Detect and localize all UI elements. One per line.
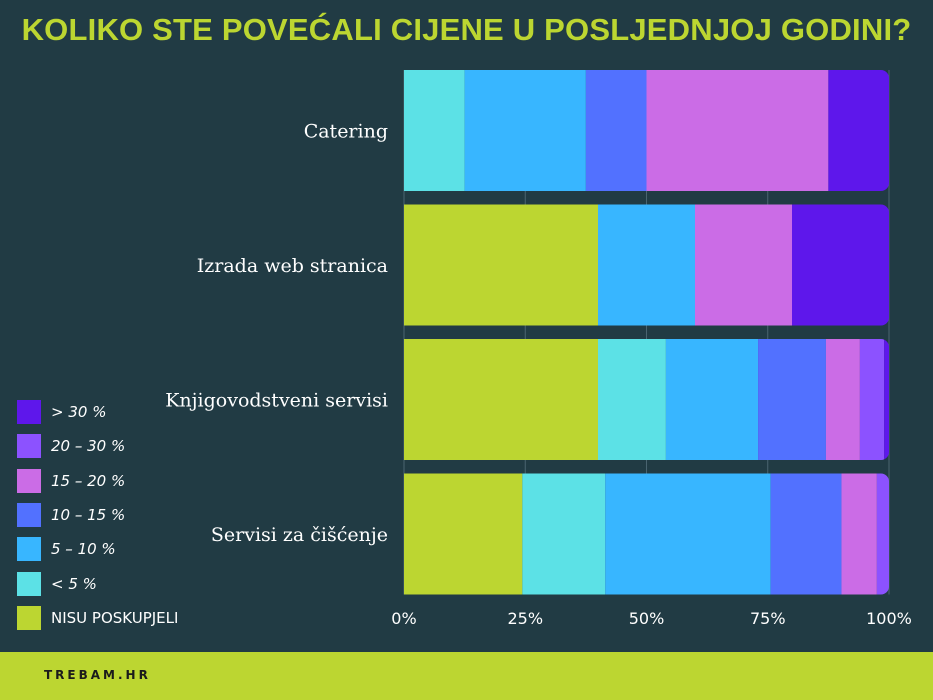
legend-swatch [17, 434, 41, 459]
bar-segment [646, 70, 829, 191]
bar-segment [770, 473, 842, 595]
legend-item: 5 – 10 % [17, 532, 178, 566]
legend-label: 20 – 30 % [51, 437, 126, 456]
legend-label: > 30 % [51, 403, 107, 422]
chart-title: KOLIKO STE POVEĆALI CIJENE U POSLJEDNJOJ… [21, 12, 912, 47]
legend-item: NISU POSKUPJELI [17, 601, 178, 635]
bar-segment [792, 204, 889, 326]
category-label: Knjigovodstveni servisi [165, 390, 388, 412]
bar-segment [598, 339, 666, 460]
x-tick-label: 50% [629, 609, 665, 628]
legend-item: 10 – 15 % [17, 498, 178, 532]
x-tick-label: 25% [507, 609, 543, 628]
bar-segment [758, 339, 826, 460]
x-tick-label: 75% [750, 609, 786, 628]
bar-group [404, 473, 889, 595]
bar-segment [695, 204, 792, 326]
bar-segment [522, 473, 606, 595]
bar-segment [404, 473, 523, 595]
legend-item: 20 – 30 % [17, 429, 178, 463]
category-label: Izrada web stranica [197, 255, 388, 277]
brand-logo-text: TREBAM.HR [44, 668, 151, 682]
legend-swatch [17, 605, 41, 630]
bar-segment [585, 70, 647, 191]
footer: TREBAM.HR [0, 652, 933, 700]
bar-group [404, 70, 889, 191]
legend-swatch [17, 503, 41, 528]
legend: > 30 % 20 – 30 % 15 – 20 % 10 – 15 % 5 – 10 … [17, 395, 178, 635]
bar-group [404, 339, 889, 460]
bar-segment [598, 204, 695, 326]
legend-swatch [17, 400, 41, 425]
bar-segment [404, 70, 465, 191]
bar-segment [884, 339, 889, 460]
x-tick-label: 0% [391, 609, 416, 628]
legend-item: > 30 % [17, 395, 178, 429]
stacked-bar-chart: 0% 25% 50% 75% 100% Catering Izrada web strani… [165, 70, 912, 628]
bar-segment [665, 339, 759, 460]
legend-swatch [17, 537, 41, 562]
legend-label: 15 – 20 % [51, 471, 126, 490]
bar-segment [605, 473, 771, 595]
legend-item: 15 – 20 % [17, 464, 178, 498]
bar-segment [825, 339, 860, 460]
category-label: Servisi za čišćenje [211, 524, 388, 546]
legend-item: < 5 % [17, 566, 178, 600]
bar-segment [464, 70, 586, 191]
legend-label: < 5 % [51, 574, 97, 593]
bar-segment [859, 339, 885, 460]
bar-group [404, 204, 889, 326]
bar-segment [828, 70, 889, 191]
bar-segment [404, 204, 598, 326]
legend-swatch [17, 571, 41, 596]
bar-segment [404, 339, 598, 460]
legend-label: NISU POSKUPJELI [51, 608, 179, 627]
x-tick-label: 100% [866, 609, 912, 628]
legend-label: 10 – 15 % [51, 506, 126, 525]
bar-segment [876, 473, 889, 595]
category-label: Catering [304, 121, 388, 143]
legend-label: 5 – 10 % [51, 540, 116, 559]
legend-swatch [17, 468, 41, 493]
bar-segment [841, 473, 877, 595]
